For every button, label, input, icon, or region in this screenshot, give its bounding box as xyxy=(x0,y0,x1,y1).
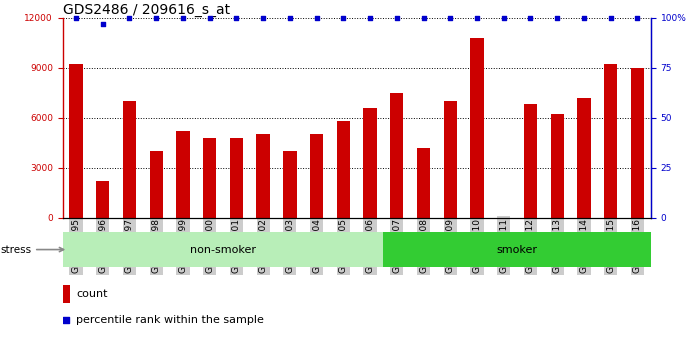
Point xyxy=(498,15,509,21)
Point xyxy=(578,15,590,21)
Bar xyxy=(577,98,591,218)
Bar xyxy=(337,121,350,218)
Point xyxy=(418,15,429,21)
Bar xyxy=(203,138,216,218)
Bar xyxy=(390,93,404,218)
Bar xyxy=(150,151,163,218)
Point xyxy=(445,15,456,21)
Point xyxy=(632,15,643,21)
Bar xyxy=(470,38,484,218)
FancyBboxPatch shape xyxy=(383,232,651,267)
Bar xyxy=(96,181,109,218)
Bar xyxy=(310,135,323,218)
Point xyxy=(391,15,402,21)
Bar xyxy=(70,64,83,218)
Text: count: count xyxy=(77,289,108,298)
Point xyxy=(204,15,215,21)
Point xyxy=(231,15,242,21)
Point xyxy=(605,15,616,21)
Bar xyxy=(283,151,296,218)
Point xyxy=(258,15,269,21)
Point xyxy=(177,15,189,21)
Point xyxy=(525,15,536,21)
Point xyxy=(311,15,322,21)
Point xyxy=(61,317,72,322)
Bar xyxy=(443,101,457,218)
Point xyxy=(338,15,349,21)
Point xyxy=(97,21,109,27)
Bar xyxy=(631,68,644,218)
Bar xyxy=(524,104,537,218)
Bar xyxy=(122,101,136,218)
Text: GDS2486 / 209616_s_at: GDS2486 / 209616_s_at xyxy=(63,3,230,17)
Text: non-smoker: non-smoker xyxy=(190,245,256,255)
Point xyxy=(284,15,295,21)
Point xyxy=(552,15,563,21)
Point xyxy=(150,15,161,21)
Point xyxy=(124,15,135,21)
Text: stress: stress xyxy=(0,245,63,255)
Bar xyxy=(63,285,70,303)
Bar xyxy=(230,138,243,218)
Bar xyxy=(363,108,377,218)
Text: percentile rank within the sample: percentile rank within the sample xyxy=(77,315,264,325)
FancyBboxPatch shape xyxy=(63,232,383,267)
Point xyxy=(471,15,482,21)
Point xyxy=(70,15,81,21)
Bar xyxy=(551,114,564,218)
Bar xyxy=(256,135,270,218)
Bar xyxy=(176,131,189,218)
Bar xyxy=(604,64,617,218)
Bar xyxy=(417,148,430,218)
Point xyxy=(365,15,376,21)
Text: smoker: smoker xyxy=(497,245,537,255)
